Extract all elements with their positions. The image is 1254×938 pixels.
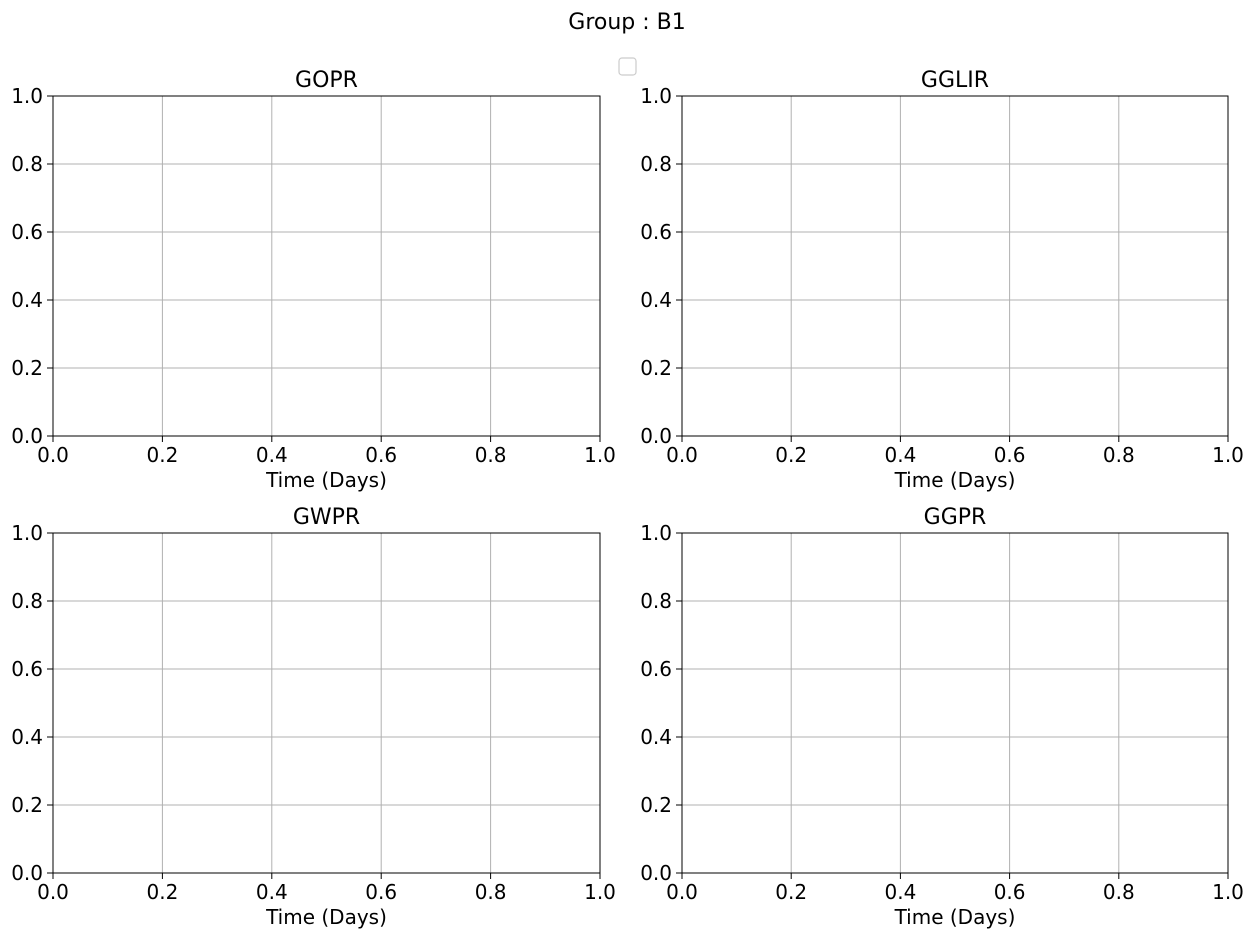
x-tick-label: 0.6 [365,443,397,467]
x-tick-label: 0.8 [475,443,507,467]
y-tick-label: 0.6 [640,657,672,681]
x-tick-label: 1.0 [1212,443,1244,467]
y-tick-label: 0.8 [640,589,672,613]
y-tick-label: 0.8 [11,152,43,176]
subplot-gopr: 0.0 0.2 0.4 0.6 0.8 1.0 0.0 0.2 0.4 0.6 0.8 1.0 GOPR… [11,68,616,492]
x-tick-label: 0.4 [884,443,916,467]
y-tick-label: 0.0 [640,424,672,448]
y-tick-label: 0.8 [11,589,43,613]
x-tick-label: 1.0 [584,880,616,904]
x-tick-label: 0.8 [1103,880,1135,904]
x-tick-label: 0.2 [775,880,807,904]
x-tick-label: 0.2 [146,443,178,467]
x-tick-label: 0.2 [775,443,807,467]
empty-legend [618,57,637,76]
y-tick-label: 0.6 [11,657,43,681]
subplot-grid: 0.0 0.2 0.4 0.6 0.8 1.0 0.0 0.2 0.4 0.6 0.8 1.0 GOPR… [11,68,1244,929]
subplot-title: GGPR [924,505,987,530]
axes-frame [681,95,1229,437]
x-tick-label: 1.0 [584,443,616,467]
subplot-gglir: 0.0 0.2 0.4 0.6 0.8 1.0 0.0 0.2 0.4 0.6 0.8 1.0 GGLI… [640,68,1244,492]
subplot-title: GWPR [293,505,360,530]
x-tick-label: 0.8 [1103,443,1135,467]
x-tick-label: 0.8 [475,880,507,904]
axes-frame [52,95,601,437]
x-tick-label: 0.0 [666,880,698,904]
subplot-gwpr: 0.0 0.2 0.4 0.6 0.8 1.0 0.0 0.2 0.4 0.6 0.8 1.0 GWPR… [11,505,616,929]
y-tick-label: 1.0 [11,84,43,108]
subplot-title: GGLIR [921,68,989,93]
x-axis-label: Time (Days) [894,468,1016,492]
x-tick-label: 0.4 [256,443,288,467]
y-tick-label: 0.6 [11,220,43,244]
x-tick-label: 0.4 [256,880,288,904]
subplot-title: GOPR [295,68,358,93]
x-tick-label: 0.6 [994,880,1026,904]
x-tick-label: 0.6 [365,880,397,904]
x-axis-label: Time (Days) [894,905,1016,929]
x-tick-label: 1.0 [1212,880,1244,904]
y-tick-label: 0.4 [640,725,672,749]
x-axis-label: Time (Days) [265,468,387,492]
y-tick-label: 0.4 [11,288,43,312]
y-tick-label: 0.2 [640,793,672,817]
x-tick-label: 0.0 [37,880,69,904]
subplot-ggpr: 0.0 0.2 0.4 0.6 0.8 1.0 0.0 0.2 0.4 0.6 0.8 1.0 GGPR… [640,505,1244,929]
y-tick-label: 0.0 [11,861,43,885]
y-tick-label: 0.2 [11,356,43,380]
y-tick-label: 0.8 [640,152,672,176]
y-tick-label: 1.0 [640,521,672,545]
y-tick-label: 0.2 [11,793,43,817]
axes-frame [681,532,1229,874]
x-axis-label: Time (Days) [265,905,387,929]
x-tick-label: 0.0 [666,443,698,467]
x-tick-label: 0.6 [994,443,1026,467]
y-tick-label: 0.0 [11,424,43,448]
y-tick-label: 0.6 [640,220,672,244]
y-tick-label: 1.0 [640,84,672,108]
y-tick-label: 1.0 [11,521,43,545]
x-tick-label: 0.0 [37,443,69,467]
y-tick-label: 0.4 [11,725,43,749]
y-tick-label: 0.2 [640,356,672,380]
x-tick-label: 0.2 [146,880,178,904]
x-tick-label: 0.4 [884,880,916,904]
y-tick-label: 0.0 [640,861,672,885]
axes-frame [52,532,601,874]
figure-suptitle: Group : B1 [568,10,685,35]
y-tick-label: 0.4 [640,288,672,312]
